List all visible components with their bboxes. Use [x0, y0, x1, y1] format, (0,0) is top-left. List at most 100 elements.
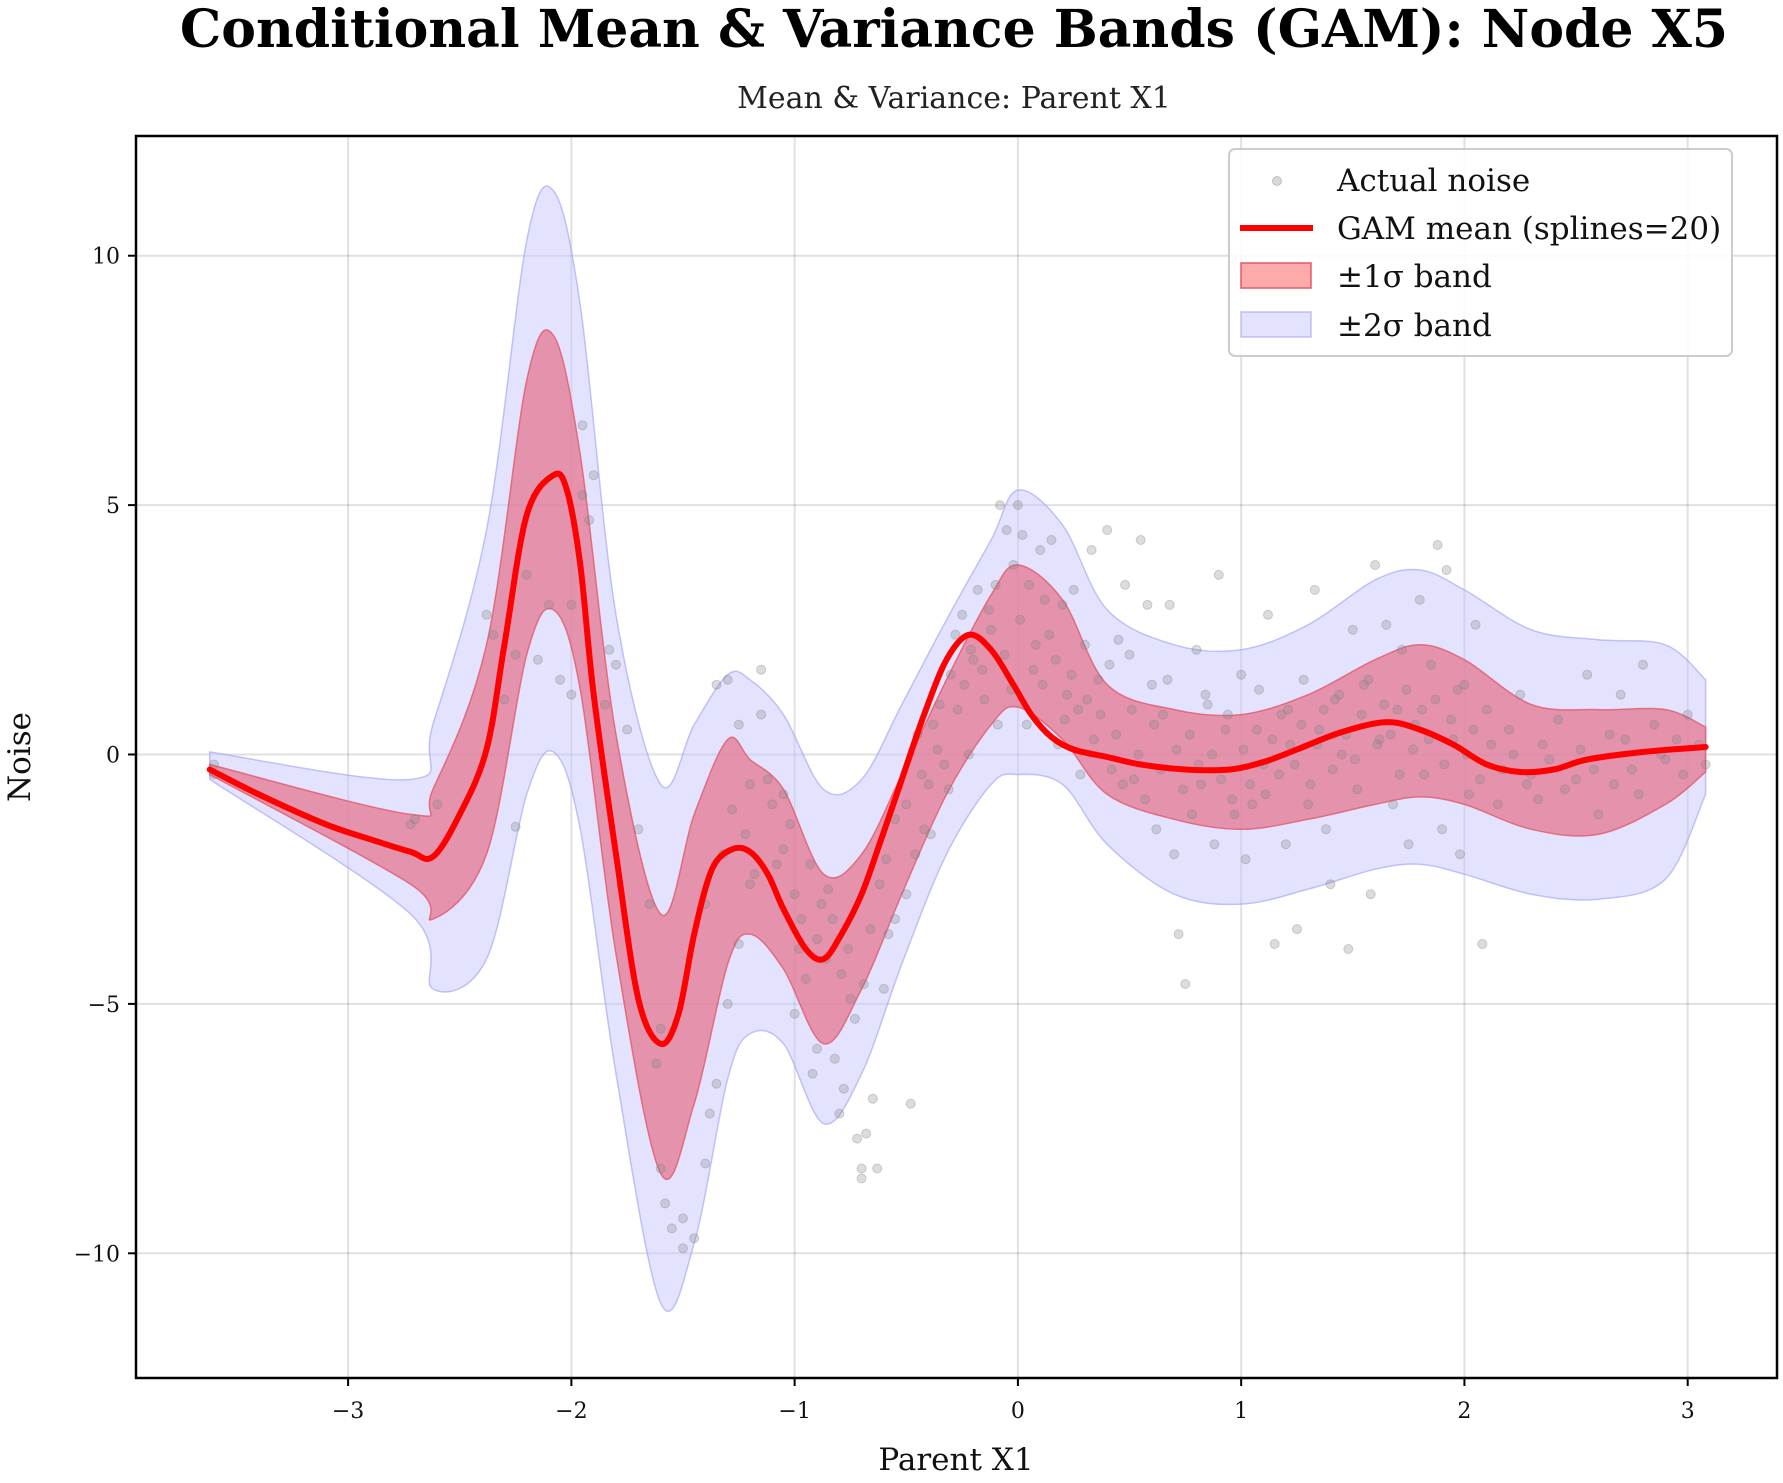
- noise-point: [611, 659, 621, 670]
- noise-point: [1638, 659, 1648, 670]
- noise-point: [762, 774, 773, 785]
- noise-point: [1191, 644, 1202, 655]
- noise-point: [410, 814, 421, 825]
- noise-point: [1196, 779, 1206, 790]
- noise-point: [666, 1223, 677, 1234]
- noise-point: [789, 889, 800, 900]
- noise-point: [990, 579, 1001, 590]
- noise-point: [488, 629, 499, 640]
- noise-point: [843, 944, 854, 954]
- noise-point: [1336, 749, 1347, 760]
- chart-subtitle: Mean & Variance: Parent X1: [737, 81, 1171, 116]
- noise-point: [812, 1043, 822, 1054]
- noise-point: [939, 759, 950, 770]
- noise-point: [745, 879, 755, 890]
- noise-point: [952, 704, 963, 715]
- legend-band2-swatch: [1240, 311, 1312, 338]
- noise-point: [1553, 714, 1564, 725]
- noise-point: [1459, 679, 1470, 690]
- noise-point: [785, 819, 796, 830]
- noise-point: [1470, 619, 1481, 630]
- noise-point: [1604, 729, 1615, 740]
- noise-point: [1075, 769, 1086, 780]
- noise-point: [1593, 809, 1604, 820]
- noise-point: [1350, 754, 1360, 765]
- noise-point: [588, 470, 599, 481]
- noise-point: [1173, 929, 1184, 940]
- noise-point: [1267, 734, 1278, 745]
- noise-point: [1649, 719, 1660, 730]
- noise-point: [1463, 789, 1474, 800]
- noise-point: [727, 804, 738, 815]
- noise-point: [977, 664, 988, 675]
- noise-point: [1028, 664, 1039, 675]
- noise-point: [849, 1013, 860, 1024]
- noise-point: [1381, 619, 1392, 630]
- noise-point: [1227, 794, 1238, 805]
- noise-point: [923, 779, 934, 790]
- noise-point: [979, 694, 990, 705]
- noise-point: [945, 669, 956, 680]
- noise-point: [532, 654, 543, 665]
- noise-point: [1126, 704, 1137, 715]
- noise-point: [1392, 704, 1403, 715]
- noise-point: [1321, 824, 1331, 835]
- noise-point: [1379, 699, 1390, 710]
- noise-point: [1437, 824, 1448, 835]
- noise-point: [771, 859, 782, 870]
- noise-point: [796, 914, 807, 925]
- noise-point: [1135, 535, 1146, 545]
- noise-point: [1372, 739, 1383, 750]
- noise-point: [555, 674, 566, 685]
- noise-point: [1207, 749, 1218, 760]
- noise-point: [1425, 659, 1436, 670]
- noise-point: [1140, 794, 1151, 805]
- y-tick-label: −5: [88, 993, 120, 1018]
- noise-point: [1359, 679, 1369, 690]
- noise-point: [1401, 684, 1412, 695]
- noise-point: [1213, 569, 1224, 580]
- noise-point: [1352, 784, 1363, 795]
- noise-point: [1086, 545, 1097, 555]
- noise-point: [1220, 724, 1231, 735]
- noise-point: [432, 799, 443, 810]
- noise-point: [1408, 744, 1419, 755]
- noise-point: [711, 679, 722, 690]
- noise-point: [1419, 769, 1430, 780]
- noise-point: [1305, 779, 1316, 790]
- noise-point: [1095, 709, 1106, 720]
- noise-point: [1142, 599, 1153, 610]
- noise-point: [1079, 639, 1090, 650]
- noise-point: [1508, 749, 1519, 760]
- noise-point: [1394, 769, 1405, 780]
- y-tick-label: 5: [106, 494, 120, 519]
- legend-points-swatch: [1272, 176, 1282, 186]
- noise-point: [651, 1058, 662, 1069]
- noise-point: [1030, 639, 1041, 650]
- noise-point: [1276, 709, 1287, 720]
- noise-point: [1492, 799, 1503, 810]
- noise-point: [1486, 739, 1497, 750]
- noise-point: [577, 420, 588, 431]
- noise-point: [1111, 729, 1122, 740]
- noise-point: [1481, 704, 1492, 715]
- noise-point: [950, 629, 961, 640]
- noise-point: [749, 869, 760, 880]
- noise-point: [1396, 644, 1407, 655]
- noise-point: [1283, 704, 1293, 715]
- noise-point: [1158, 709, 1168, 720]
- y-axis-label: Noise: [2, 712, 38, 802]
- noise-point: [1104, 659, 1115, 670]
- noise-point: [1046, 535, 1057, 545]
- legend-box: [1228, 148, 1733, 357]
- noise-point: [1588, 764, 1599, 775]
- noise-point: [1171, 744, 1182, 755]
- noise-point: [1184, 729, 1195, 740]
- noise-point: [1515, 689, 1526, 700]
- noise-point: [805, 859, 816, 870]
- noise-point: [604, 644, 615, 655]
- noise-point: [883, 929, 894, 940]
- noise-point: [816, 899, 827, 910]
- noise-point: [1452, 684, 1463, 695]
